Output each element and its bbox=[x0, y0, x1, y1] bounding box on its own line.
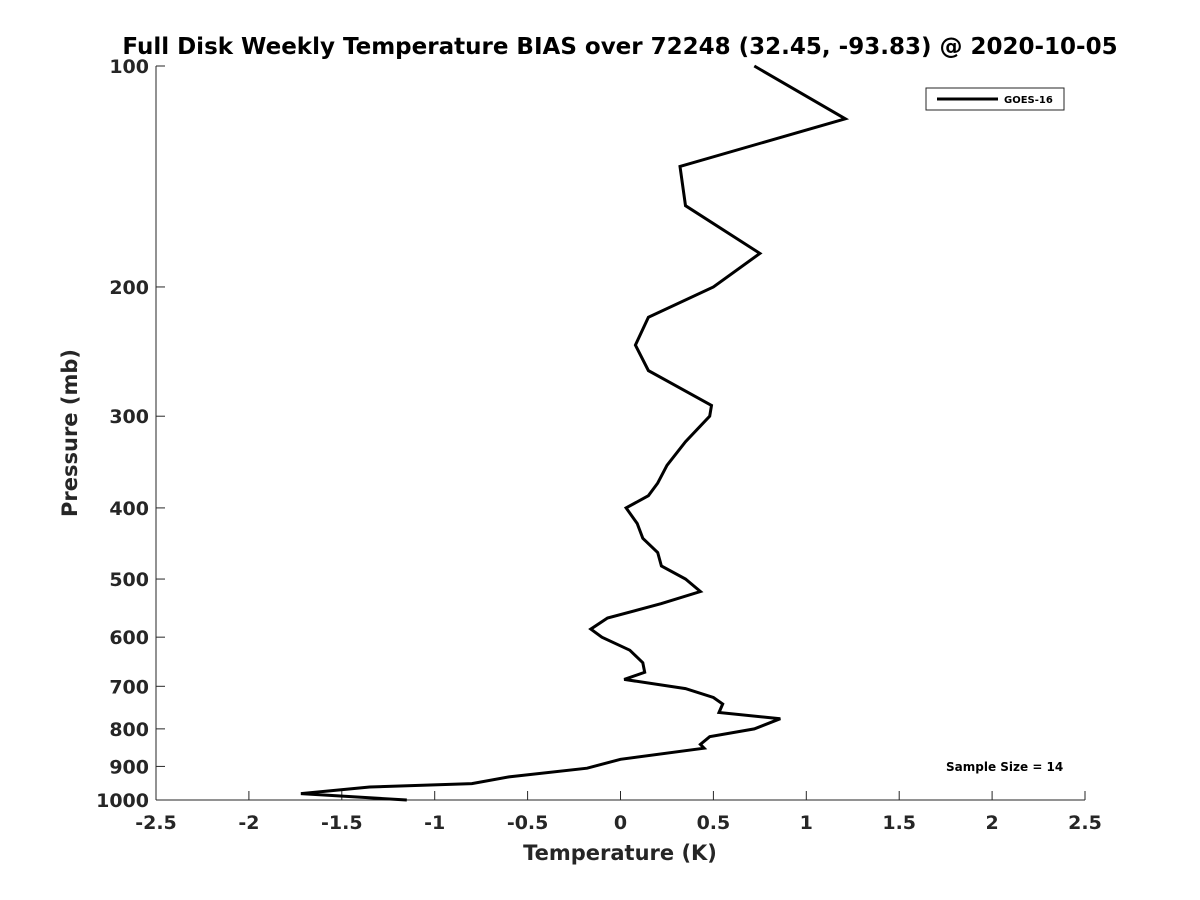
y-tick-label: 500 bbox=[109, 569, 149, 591]
x-tick-label: 0.5 bbox=[697, 812, 731, 834]
x-tick-label: 2 bbox=[985, 812, 998, 834]
axes bbox=[155, 66, 1085, 801]
x-tick-label: 1 bbox=[800, 812, 813, 834]
y-tick-label: 1000 bbox=[96, 790, 149, 812]
x-tick-label: -2.5 bbox=[135, 812, 177, 834]
x-tick-label: 0 bbox=[614, 812, 627, 834]
y-tick-label: 100 bbox=[109, 56, 149, 78]
y-tick-label: 700 bbox=[109, 676, 149, 698]
x-tick-label: 1.5 bbox=[882, 812, 916, 834]
x-tick-label: -1 bbox=[424, 812, 445, 834]
x-axis-label: Temperature (K) bbox=[523, 841, 717, 865]
y-tick-label: 900 bbox=[109, 756, 149, 778]
sample-size-annotation: Sample Size = 14 bbox=[946, 760, 1063, 774]
legend: GOES-16 bbox=[925, 87, 1065, 111]
y-tick-label: 300 bbox=[109, 406, 149, 428]
y-tick-label: 400 bbox=[109, 498, 149, 520]
x-tick-label: -2 bbox=[238, 812, 259, 834]
x-ticks: -2.5 -2 -1.5 -1 -0.5 0 0.5 1 1.5 2 2.5 bbox=[135, 791, 1102, 834]
y-tick-label: 200 bbox=[109, 277, 149, 299]
y-axis-label: Pressure (mb) bbox=[58, 349, 82, 517]
legend-label-goes-16: GOES-16 bbox=[1004, 95, 1053, 106]
y-tick-label: 800 bbox=[109, 719, 149, 741]
x-tick-label: -1.5 bbox=[321, 812, 363, 834]
x-tick-label: 2.5 bbox=[1068, 812, 1102, 834]
chart-title: Full Disk Weekly Temperature BIAS over 7… bbox=[122, 34, 1117, 60]
series-layer bbox=[300, 64, 850, 802]
y-ticks: 100 200 300 400 500 600 700 800 900 1000 bbox=[96, 56, 165, 812]
x-tick-label: -0.5 bbox=[507, 812, 549, 834]
series-line-goes-16 bbox=[300, 64, 850, 802]
y-tick-label: 600 bbox=[109, 627, 149, 649]
